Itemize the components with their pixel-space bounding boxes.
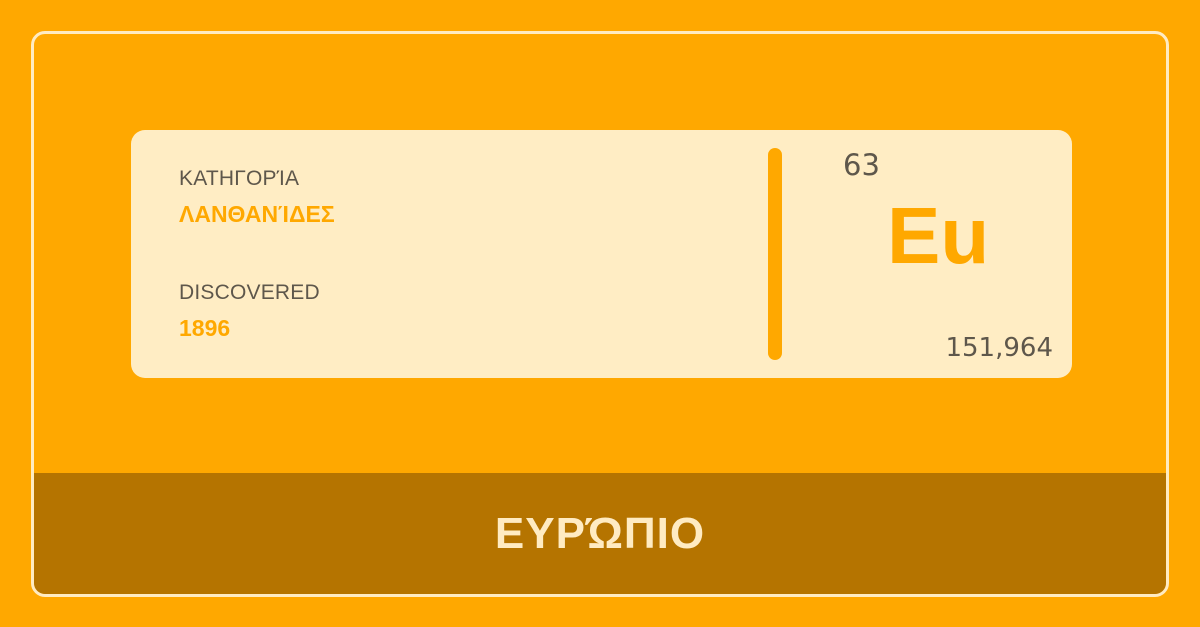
element-card: ΚΑΤΗΓΟΡΊΑ ΛΑΝΘΑΝΊΔΕΣ DISCOVERED 1896 63 … bbox=[131, 130, 1072, 378]
vertical-divider bbox=[768, 148, 782, 360]
category-value: ΛΑΝΘΑΝΊΔΕΣ bbox=[179, 201, 335, 227]
name-banner: ΕΥΡΏΠΙΟ bbox=[34, 473, 1166, 594]
category-label: ΚΑΤΗΓΟΡΊΑ bbox=[179, 167, 300, 190]
atomic-mass: 151,964 bbox=[945, 333, 1053, 363]
element-frame: ΚΑΤΗΓΟΡΊΑ ΛΑΝΘΑΝΊΔΕΣ DISCOVERED 1896 63 … bbox=[31, 31, 1169, 597]
discovered-label: DISCOVERED bbox=[179, 281, 320, 304]
discovered-value: 1896 bbox=[179, 315, 231, 341]
element-name: ΕΥΡΏΠΙΟ bbox=[494, 508, 706, 558]
element-symbol: Eu bbox=[887, 191, 990, 280]
atomic-number: 63 bbox=[843, 148, 880, 182]
